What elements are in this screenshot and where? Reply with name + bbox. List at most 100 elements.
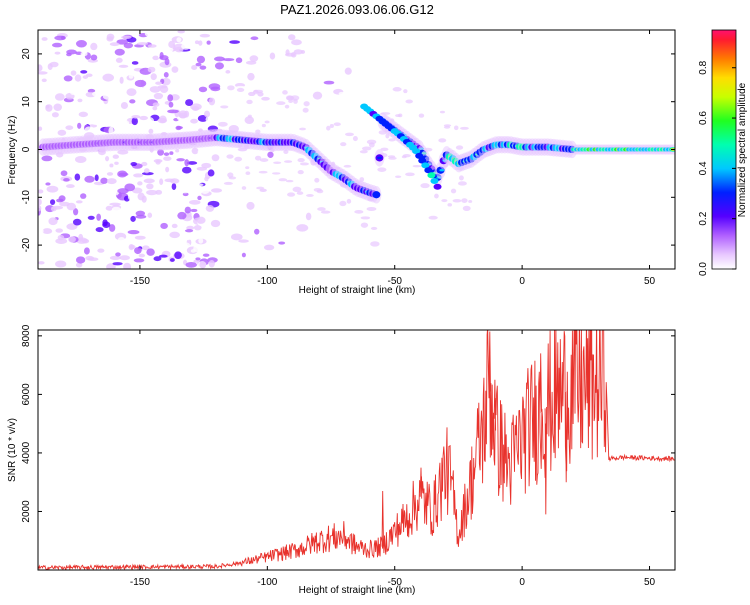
spectrogram-noise-blob <box>107 248 120 253</box>
spectrogram-noise-blob <box>218 121 228 127</box>
spectrogram-noise-blob <box>96 213 101 221</box>
spectrogram-noise-blob <box>198 237 204 244</box>
spectrogram-noise-blob <box>245 182 258 186</box>
spectrogram-noise-blob <box>134 235 146 240</box>
spectrogram-noise-blob <box>428 215 438 220</box>
spectrogram-noise-blob <box>194 40 200 45</box>
spectrogram-noise-blob <box>269 52 276 60</box>
spectrogram-noise-blob <box>246 99 253 105</box>
spectrogram-noise-blob <box>100 177 108 184</box>
spectrogram-noise-blob <box>223 181 233 185</box>
spectrogram-noise-blob <box>175 125 182 131</box>
spectrogram-noise-blob <box>57 129 67 136</box>
spectrogram-noise-blob <box>461 198 468 204</box>
spectrogram-noise-blob <box>177 30 185 34</box>
spectrogram-noise-blob <box>441 199 448 203</box>
snr-panel: -150 -100 -50 0 50 2000 4000 6000 8000 Height o… <box>7 324 676 596</box>
spectrogram-noise-blob <box>166 91 174 95</box>
spectrogram-noise-blob <box>290 95 300 101</box>
spectrogram-noise-blob <box>284 160 293 163</box>
spectrogram-noise-blob <box>55 260 67 268</box>
spectrogram-noise-blob <box>462 205 471 211</box>
spectrogram-noise-blob <box>162 265 168 269</box>
spectrogram-noise-blob <box>292 186 302 193</box>
spectrogram-noise-blob <box>38 189 44 194</box>
spectrogram-noise-blob <box>264 120 270 124</box>
spectrogram-noise-blob <box>229 40 241 44</box>
spectrogram-noise-blob <box>106 36 114 42</box>
spectrogram-noise-blob <box>267 151 274 158</box>
spectrogram-noise-blob <box>74 74 82 82</box>
spectrogram-noise-blob <box>134 79 147 88</box>
spectrogram-noise-blob <box>134 247 142 255</box>
spectrogram-noise-blob <box>70 70 77 76</box>
spectrogram-noise-blob <box>138 109 148 117</box>
spectrogram-noise-blob <box>299 162 309 166</box>
spectrogram-noise-blob <box>135 210 146 217</box>
spectrogram-noise-blob <box>285 52 296 57</box>
spectrogram-noise-blob <box>149 86 161 93</box>
spectrogram-noise-blob <box>244 116 255 124</box>
spectrogram-noise-blob <box>247 72 255 81</box>
spectrogram-noise-blob <box>54 93 65 101</box>
spectrogram-noise-blob <box>54 51 61 55</box>
spectrogram-noise-blob <box>288 99 294 104</box>
spectrogram-noise-blob <box>174 46 184 53</box>
spectrogram-ridge-peak <box>439 169 445 172</box>
spectrogram-noise-blob <box>130 215 136 222</box>
spectrogram-noise-blob <box>380 147 389 152</box>
spectrogram-noise-blob <box>312 91 323 100</box>
spectrogram-noise-blob <box>142 245 150 251</box>
spectrogram-noise-blob <box>450 188 457 194</box>
spectrogram-y-tick-label: -10 <box>21 190 32 205</box>
spectrogram-noise-blob <box>395 114 401 118</box>
spectrogram-noise-blob <box>191 173 203 180</box>
spectrogram-noise-blob <box>178 201 183 207</box>
spectrogram-noise-blob <box>254 228 260 235</box>
spectrogram-noise-blob <box>254 155 262 161</box>
spectrogram-noise-blob <box>112 262 123 266</box>
spectrogram-noise-blob <box>46 185 59 193</box>
spectrogram-noise-blob <box>131 114 141 119</box>
spectrogram-noise-blob <box>246 201 255 210</box>
spectrogram-noise-blob <box>102 93 115 100</box>
spectrogram-noise-blob <box>208 97 216 106</box>
spectrogram-noise-blob <box>193 224 202 231</box>
spectrogram-noise-blob <box>44 248 54 256</box>
spectrogram-noise-blob <box>191 147 199 155</box>
spectrogram-noise-blob <box>314 177 320 183</box>
spectrogram-noise-blob <box>333 122 341 127</box>
spectrogram-branch-cell <box>418 157 427 164</box>
spectrogram-noise-blob <box>66 116 78 120</box>
spectrogram-noise-blob <box>174 251 182 259</box>
spectrogram-noise-blob <box>50 199 56 206</box>
spectrogram-y-tick-label: -20 <box>21 237 32 252</box>
spectrogram-noise-blob <box>146 189 158 196</box>
spectrogram-noise-blob <box>338 91 346 96</box>
spectrogram-noise-blob <box>161 240 174 248</box>
spectrogram-noise-blob <box>192 183 204 187</box>
spectrogram-noise-blob <box>169 258 175 262</box>
spectrogram-noise-blob <box>147 66 156 73</box>
spectrogram-noise-blob <box>201 103 209 109</box>
spectrogram-noise-blob <box>185 99 194 107</box>
spectrogram-noise-blob <box>178 110 188 119</box>
spectrogram-noise-blob <box>153 92 164 100</box>
spectrogram-noise-blob <box>75 39 87 48</box>
spectrogram-noise-blob <box>109 202 121 206</box>
spectrogram-noise-blob <box>366 139 377 145</box>
snr-x-tick-label: -100 <box>257 577 277 588</box>
spectrogram-noise-blob <box>278 241 286 245</box>
spectrogram-noise-blob <box>297 170 304 175</box>
spectrogram-noise-blob <box>344 67 352 75</box>
spectrogram-noise-blob <box>182 242 191 248</box>
spectrogram-noise-blob <box>136 42 149 46</box>
spectrogram-noise-blob <box>252 89 259 95</box>
snr-y-tick-label: 4000 <box>21 441 32 464</box>
snr-y-axis-label: SNR (10 * v/v) <box>7 418 18 482</box>
spectrogram-noise-blob <box>195 122 205 129</box>
spectrogram-noise-blob <box>228 176 237 180</box>
spectrogram-noise-blob <box>171 183 177 190</box>
spectrogram-noise-blob <box>184 206 192 214</box>
